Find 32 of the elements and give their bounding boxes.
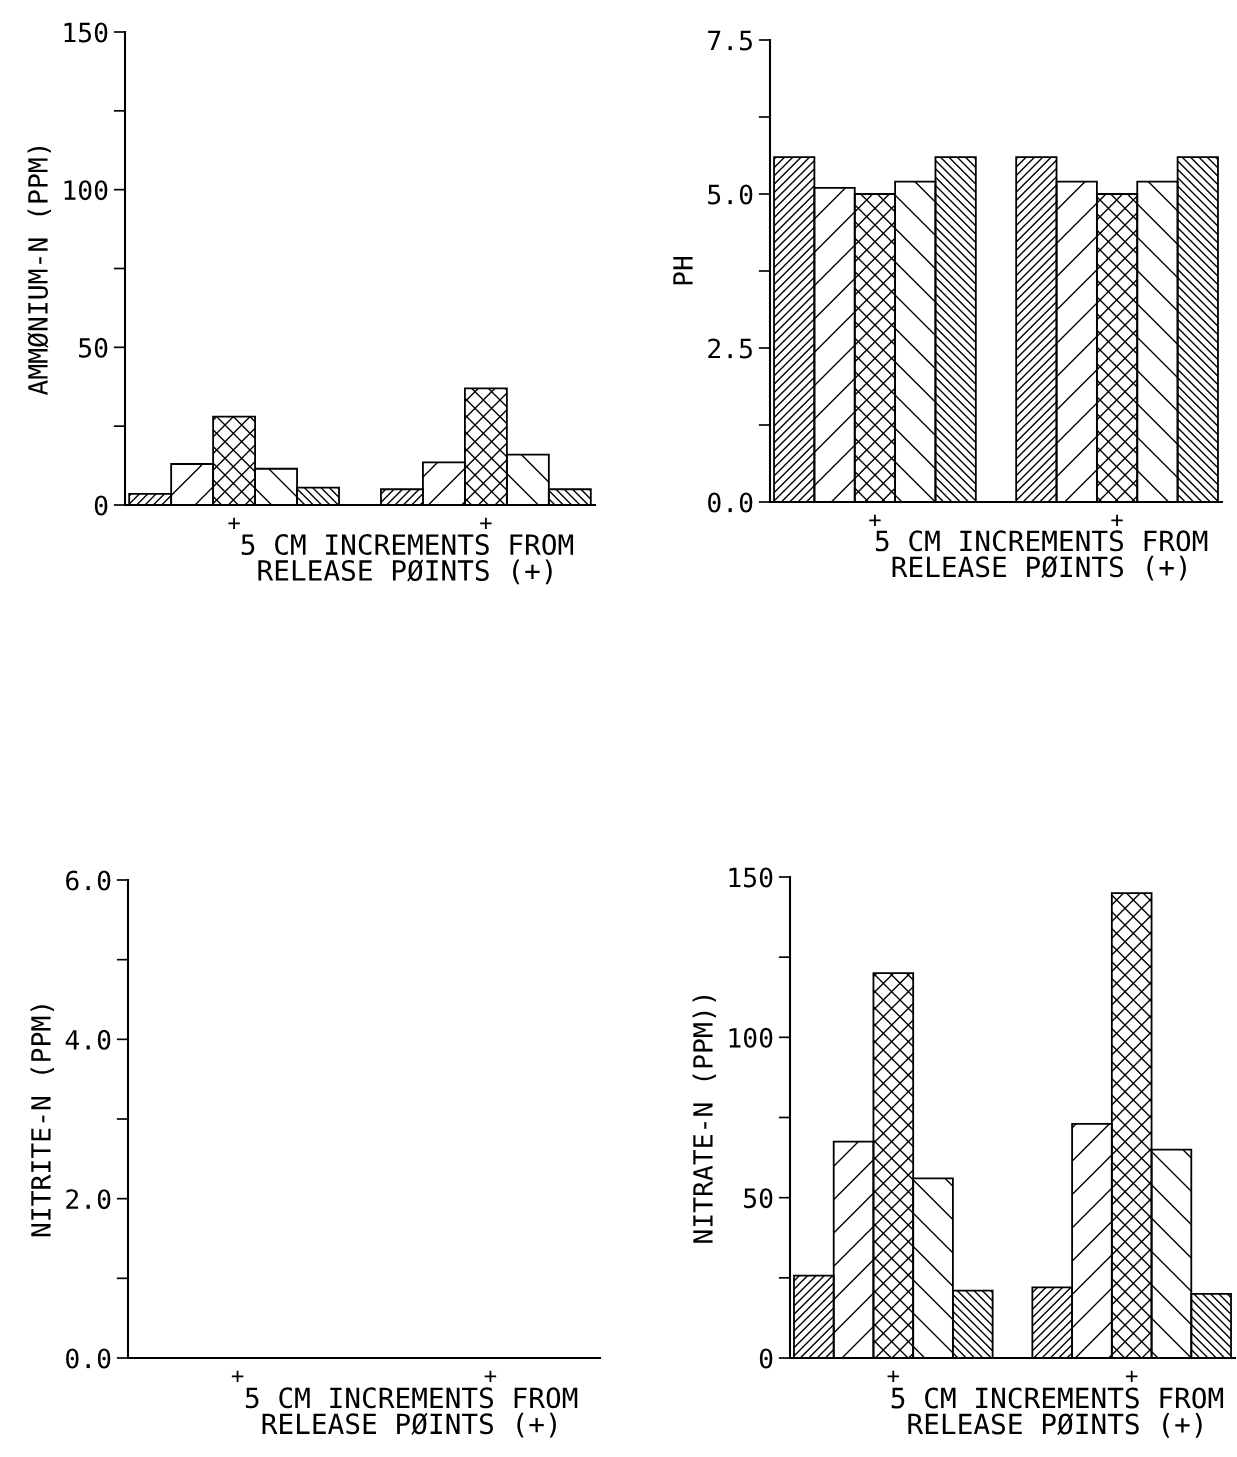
y-tick-label: 100	[729, 1027, 773, 1048]
y-axis-title: NITRITE-N (PPM)	[30, 1005, 55, 1237]
x-tick-label: +	[484, 1370, 497, 1383]
y-tick-label: 150	[729, 867, 773, 888]
y-tick-label: 150	[64, 22, 108, 43]
x-axis-title: 5 CM INCREMENTS FROM RELEASE PØINTS (+)	[241, 534, 574, 585]
x-axis-title: 5 CM INCREMENTS FROM RELEASE PØINTS (+)	[891, 1387, 1224, 1438]
y-tick-label: 6.0	[66, 870, 111, 891]
y-tick-label: 50	[79, 337, 108, 358]
x-tick-label: +	[480, 517, 492, 530]
y-tick-label: 7.5	[708, 30, 752, 51]
y-tick-label: 2.0	[66, 1189, 111, 1210]
y-tick-label: 0.0	[66, 1348, 111, 1369]
y-tick-label: 0.0	[708, 492, 753, 513]
y-tick-label: 5.0	[708, 184, 753, 205]
x-tick-label: +	[231, 1370, 244, 1383]
y-tick-label: 0	[759, 1348, 773, 1369]
y-tick-label: 4.0	[65, 1029, 111, 1050]
y-axis-title: PH	[673, 256, 693, 285]
y-tick-label: 100	[64, 180, 108, 201]
x-tick-label: +	[1125, 1370, 1138, 1383]
x-axis-title: 5 CM INCREMENTS FROM RELEASE PØINTS (+)	[245, 1387, 578, 1438]
y-axis-title: AMMØNIUM-N (PPM)	[27, 146, 52, 396]
x-tick-label: +	[869, 514, 881, 527]
x-tick-label: +	[887, 1370, 900, 1383]
y-axis-title: NITRATE-N (PPM))	[692, 995, 717, 1243]
x-tick-label: +	[1111, 514, 1123, 527]
y-tick-label: 0	[94, 495, 108, 516]
x-axis-title: 5 CM INCREMENTS FROM RELEASE PØINTS (+)	[875, 530, 1208, 581]
y-tick-label: 2.5	[708, 338, 752, 359]
x-tick-label: +	[228, 517, 240, 530]
y-tick-label: 50	[744, 1188, 773, 1209]
